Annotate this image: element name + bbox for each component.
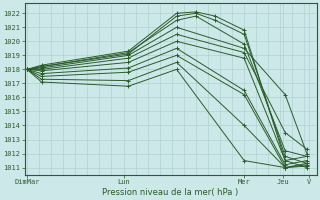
X-axis label: Pression niveau de la mer( hPa ): Pression niveau de la mer( hPa ) xyxy=(102,188,239,197)
